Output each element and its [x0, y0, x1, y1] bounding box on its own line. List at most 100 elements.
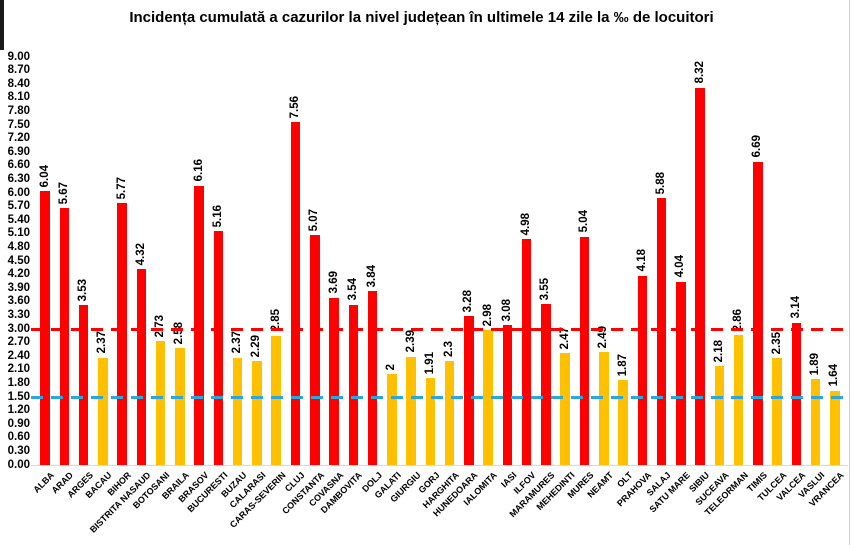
y-tick-label: 4.50 — [7, 254, 30, 267]
bar-value-label: 1.64 — [828, 364, 841, 387]
bar-value-label: 3.54 — [346, 278, 359, 301]
bar-botosani — [155, 341, 166, 465]
y-tick-label: 2.10 — [7, 363, 30, 376]
bar-mehedinti — [560, 353, 570, 465]
bar-arges — [78, 304, 89, 465]
y-tick-label: 0.30 — [7, 444, 30, 457]
bar-cluj — [290, 122, 301, 465]
y-tick-label: 6.90 — [7, 145, 30, 158]
bar-value-label: 8.32 — [693, 61, 706, 84]
bar-value-label: 2.35 — [770, 332, 783, 355]
bar-value-label: 3.53 — [77, 278, 90, 301]
bar-gorj — [425, 378, 436, 465]
y-tick-label: 1.20 — [7, 404, 30, 417]
bar-value-label: 5.77 — [115, 177, 128, 200]
y-tick-label: 3.90 — [7, 281, 30, 294]
bar-bacau — [98, 357, 108, 465]
bar-value-label: 5.67 — [57, 181, 70, 204]
bar-suceava — [714, 366, 725, 465]
bar-timis — [753, 161, 763, 465]
bar-maramures — [541, 304, 551, 465]
y-tick-label: 9.00 — [7, 50, 30, 63]
y-tick-label: 4.80 — [7, 240, 30, 253]
right-edge-border — [849, 0, 850, 545]
bar-value-label: 1.91 — [423, 352, 436, 375]
y-tick-label: 6.60 — [7, 159, 30, 172]
bar-constanta — [310, 235, 320, 465]
bar-arad — [59, 207, 70, 465]
bar-value-label: 3.14 — [789, 296, 802, 319]
y-tick-label: 1.50 — [7, 390, 30, 403]
bar-value-label: 2.29 — [250, 334, 263, 358]
y-tick-label: 5.40 — [7, 213, 30, 226]
bar-valcea — [791, 322, 802, 465]
bar-value-label: 6.16 — [192, 159, 205, 182]
x-axis-line — [31, 465, 848, 466]
bar-ilfov — [521, 239, 532, 465]
bar-value-label: 3.55 — [539, 277, 552, 301]
threshold-line-blue-threshold — [31, 395, 851, 399]
bar-bihor — [117, 203, 127, 465]
bar-value-label: 5.16 — [211, 204, 224, 228]
y-tick-label: 0.60 — [7, 431, 30, 444]
bar-prahova — [637, 275, 648, 465]
bar-hunedoara — [464, 316, 474, 465]
bar-neamt — [599, 352, 609, 465]
bar-harghita — [444, 360, 455, 465]
bar-value-label: 4.32 — [134, 242, 147, 266]
y-tick-label: 1.80 — [7, 376, 30, 389]
bar-value-label: 2.18 — [712, 339, 725, 363]
y-tick-label: 5.10 — [7, 227, 30, 240]
bar-galati — [387, 374, 397, 465]
bar-bistrita-nasaud — [136, 269, 147, 465]
bar-satu-mare — [676, 281, 686, 465]
bar-teleorman — [733, 335, 744, 465]
y-tick-label: 7.50 — [7, 118, 30, 131]
bar-value-label: 2.39 — [404, 330, 417, 353]
bar-braila — [175, 348, 185, 465]
y-tick-label: 3.00 — [7, 322, 30, 335]
y-tick-label: 2.70 — [7, 336, 30, 349]
y-tick-label: 7.80 — [7, 104, 30, 117]
bar-value-label: 2 — [385, 363, 398, 371]
bar-covasna — [329, 297, 339, 465]
bar-dolj — [367, 290, 378, 465]
bar-value-label: 5.88 — [655, 172, 668, 195]
bar-value-label: 2.98 — [481, 303, 494, 326]
bar-value-label: 2.37 — [96, 331, 109, 354]
bar-bucuresti — [213, 231, 224, 465]
bar-value-label: 4.18 — [635, 249, 648, 272]
bar-value-label: 3.84 — [366, 264, 379, 287]
y-tick-label: 6.30 — [7, 172, 30, 185]
bar-value-label: 6.04 — [38, 164, 51, 188]
bar-value-label: 2.73 — [154, 314, 167, 338]
bar-olt — [618, 380, 628, 465]
y-tick-label: 0.00 — [7, 458, 30, 471]
bar-value-label: 6.69 — [751, 135, 764, 158]
bar-value-label: 4.98 — [520, 212, 533, 236]
bar-buzau — [232, 357, 243, 465]
bar-vrancea — [830, 390, 840, 465]
y-tick-label: 2.40 — [7, 349, 30, 362]
bar-mures — [579, 236, 590, 465]
bar-caras-severin — [271, 335, 281, 465]
y-tick-label: 4.20 — [7, 268, 30, 281]
y-tick-label: 8.40 — [7, 77, 30, 90]
bar-giurgiu — [406, 356, 416, 465]
bar-value-label: 3.28 — [462, 289, 475, 313]
bar-iasi — [502, 325, 513, 465]
y-tick-label: 8.10 — [7, 91, 30, 104]
bar-value-label: 5.04 — [578, 210, 590, 233]
bar-value-label: 4.04 — [674, 255, 687, 278]
threshold-line-red-threshold — [31, 327, 851, 331]
y-tick-label: 7.20 — [7, 132, 30, 145]
bar-dambovita — [348, 304, 359, 465]
y-tick-label: 0.90 — [7, 417, 30, 430]
y-tick-label: 8.70 — [7, 64, 30, 77]
bar-value-label: 1.87 — [616, 353, 629, 377]
bar-vaslui — [810, 379, 821, 465]
bar-value-label: 3.69 — [327, 271, 340, 294]
bar-value-label: 2.37 — [231, 331, 244, 354]
bar-value-label: 2.58 — [173, 321, 186, 345]
